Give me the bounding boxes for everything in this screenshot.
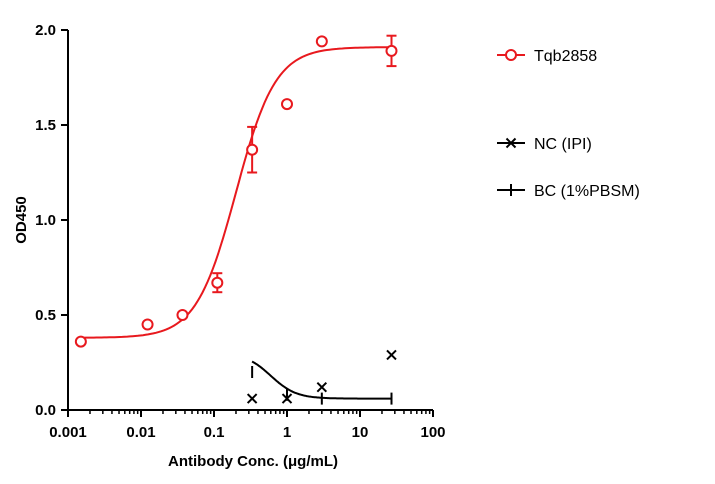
legend-label: Tqb2858: [534, 48, 597, 65]
legend-marker: [505, 49, 517, 61]
x-tick-label: 10: [352, 424, 369, 441]
data-point: [315, 35, 328, 48]
y-tick-label: 0.0: [35, 402, 56, 419]
legend-item-2: BC (1%PBSM): [497, 183, 640, 200]
x-tick-label: 0.001: [49, 424, 87, 441]
data-point: [74, 335, 87, 348]
data-point: [385, 44, 398, 57]
x-tick-label: 1: [283, 424, 291, 441]
x-tick-label: 0.1: [204, 424, 225, 441]
data-point: [246, 143, 259, 156]
data-point: [386, 349, 397, 361]
legend-marker: [505, 137, 517, 149]
x-tick-label: 100: [420, 424, 445, 441]
data-point: [141, 318, 154, 331]
data-point: [211, 276, 224, 289]
x-tick-label: 0.01: [126, 424, 155, 441]
legend-label: BC (1%PBSM): [534, 183, 640, 200]
series-2: [251, 360, 393, 405]
plot-area: [74, 34, 398, 405]
y-ticks: 0.0 0.5 1.0 1.5 2.0: [35, 22, 68, 419]
y-axis-title: OD450: [13, 196, 30, 244]
series-0: [74, 34, 398, 348]
legend-item-1: NC (IPI): [497, 136, 592, 153]
y-tick-label: 2.0: [35, 22, 56, 39]
x-axis-title: Antibody Conc. (μg/mL): [168, 453, 338, 470]
data-point: [281, 98, 293, 111]
fit-curve: [80, 46, 392, 339]
data-point: [176, 309, 189, 321]
legend-label: NC (IPI): [534, 136, 592, 153]
x-ticks: 0.001 0.01 0.1 1 10 100: [49, 410, 446, 441]
legend-item-0: Tqb2858: [497, 48, 597, 65]
data-point: [316, 381, 328, 393]
y-tick-label: 1.0: [35, 212, 56, 229]
data-point: [246, 393, 258, 404]
y-tick-label: 0.5: [35, 307, 56, 324]
y-tick-label: 1.5: [35, 117, 56, 134]
axes: [67, 30, 433, 411]
legend: Tqb2858 NC (IPI) BC (1%PBSM): [497, 48, 640, 200]
